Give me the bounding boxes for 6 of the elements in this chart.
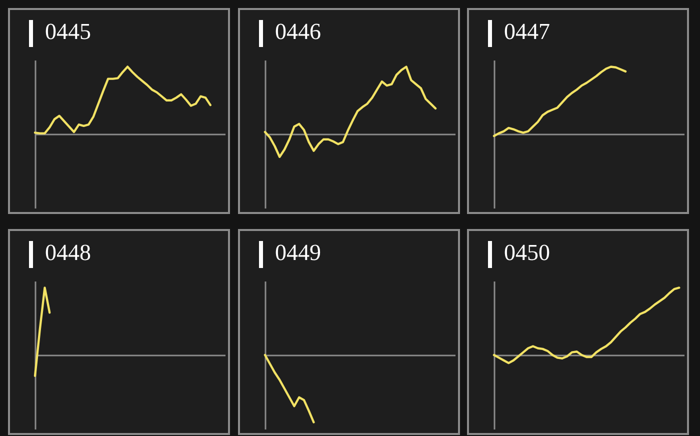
chart-title: 0450 bbox=[504, 240, 550, 265]
chart-title: 0448 bbox=[45, 240, 91, 265]
chart-title: 0445 bbox=[45, 19, 91, 44]
chart-title: 0447 bbox=[504, 19, 550, 44]
chart-title: 0449 bbox=[275, 240, 321, 265]
chart-title: 0446 bbox=[275, 19, 321, 44]
